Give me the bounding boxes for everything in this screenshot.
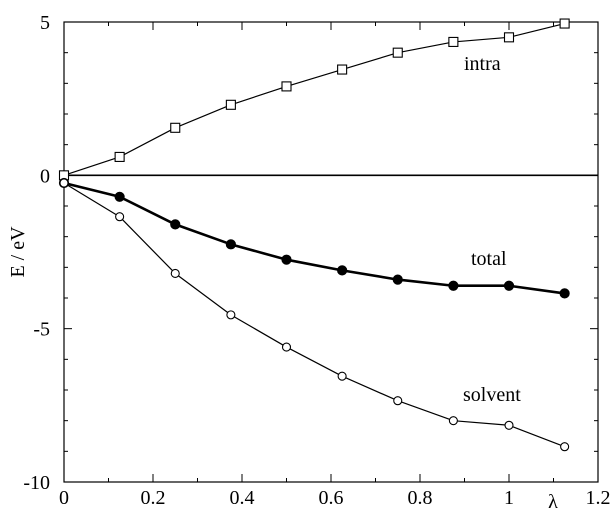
y-tick-label: 0 — [40, 165, 50, 187]
y-tick-label: -5 — [33, 319, 50, 341]
data-point-total — [448, 280, 459, 291]
x-tick-label: 0.6 — [319, 487, 344, 509]
data-point-total — [559, 288, 570, 299]
x-axis-label: λ — [548, 491, 558, 512]
series-line-total — [63, 181, 565, 295]
data-point-intra — [337, 64, 348, 75]
x-tick-label: 0.4 — [230, 487, 255, 509]
data-point-intra — [170, 122, 181, 133]
data-point-solvent — [281, 342, 292, 352]
series-label-solvent: solvent — [463, 384, 521, 406]
data-point-total — [503, 280, 515, 291]
plot-layer — [63, 21, 599, 483]
series-label-total: total — [471, 248, 507, 270]
data-point-solvent — [448, 416, 458, 426]
data-point-solvent — [115, 212, 125, 222]
x-tick-label: 0 — [59, 487, 69, 509]
marks-layer — [58, 18, 570, 452]
series-label-intra: intra — [464, 53, 501, 75]
x-tick-label: 0.2 — [141, 487, 166, 509]
data-point-solvent — [560, 442, 570, 452]
y-axis-label: E / eV — [7, 226, 29, 278]
y-tick-label: -10 — [23, 472, 50, 494]
data-point-intra — [503, 32, 515, 43]
data-point-intra — [114, 151, 125, 162]
data-point-intra — [559, 18, 570, 29]
data-point-total — [281, 254, 292, 265]
data-point-total — [225, 239, 236, 250]
data-point-solvent — [393, 396, 403, 406]
data-point-solvent — [504, 420, 514, 430]
series-line-intra — [63, 22, 565, 176]
data-point-solvent — [170, 268, 180, 279]
data-point-total — [170, 219, 181, 230]
labels-layer: 0 0.2 0.4 0.6 0.8 1 1.2 -10 -5 0 5 λ E / eV intra tota… — [7, 12, 611, 512]
data-point-intra — [281, 81, 292, 92]
data-point-intra — [392, 47, 403, 58]
data-point-total — [392, 274, 403, 285]
data-point-total — [337, 265, 348, 276]
data-point-total — [114, 191, 125, 202]
x-tick-label: 1.2 — [586, 487, 611, 509]
x-tick-label: 1 — [504, 487, 514, 509]
data-point-solvent — [226, 310, 236, 320]
x-tick-label: 0.8 — [408, 487, 433, 509]
data-point-intra — [225, 99, 236, 110]
series-line-solvent — [63, 182, 565, 448]
data-point-solvent — [337, 371, 347, 381]
plot-frame — [63, 21, 599, 483]
data-point-intra — [448, 36, 459, 47]
data-point-solvent — [59, 178, 69, 188]
y-tick-label: 5 — [40, 12, 50, 34]
